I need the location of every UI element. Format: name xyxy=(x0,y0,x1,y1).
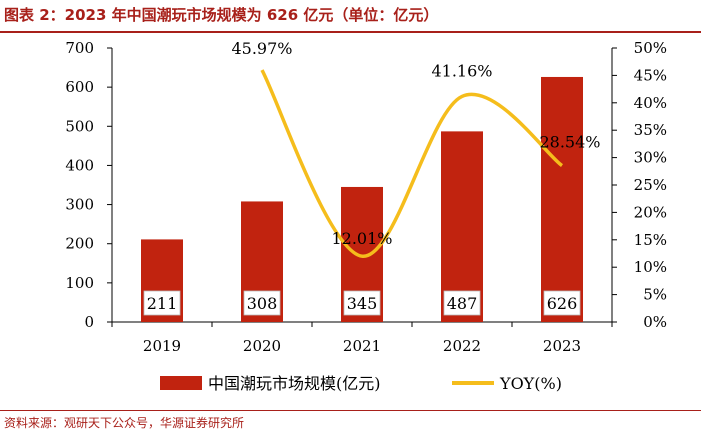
source-note: 资料来源：观研天下公众号，华源证券研究所 xyxy=(4,416,245,430)
figure-title: 图表 2：2023 年中国潮玩市场规模为 626 亿元（单位：亿元） xyxy=(4,6,439,24)
right-axis-tick-label: 40% xyxy=(634,94,667,112)
bar-value-label-box xyxy=(443,290,481,316)
bar xyxy=(541,76,583,322)
bar-value-label: 345 xyxy=(347,294,378,313)
right-axis-tick-label: 20% xyxy=(634,203,667,221)
right-axis-tick-label: 25% xyxy=(634,176,667,194)
x-axis-tick-label: 2020 xyxy=(243,337,281,355)
yoy-value-label: 45.97% xyxy=(231,39,292,58)
left-axis-tick-label: 100 xyxy=(65,274,94,292)
left-axis-tick-label: 300 xyxy=(65,196,94,214)
source-divider xyxy=(0,410,701,411)
x-axis-tick-label: 2023 xyxy=(543,337,581,355)
right-axis-tick-label: 5% xyxy=(643,286,667,304)
bar-value-label-box xyxy=(143,290,181,316)
x-axis-tick-label: 2021 xyxy=(343,337,381,355)
right-axis-tick-label: 15% xyxy=(634,231,667,249)
right-axis-tick-label: 0% xyxy=(643,313,667,331)
bar-value-label: 626 xyxy=(547,294,578,313)
right-axis-tick-label: 45% xyxy=(634,66,667,84)
left-axis-tick-label: 400 xyxy=(65,156,94,174)
right-axis-tick-label: 10% xyxy=(634,258,667,276)
x-axis-tick-label: 2022 xyxy=(443,337,481,355)
right-axis-tick-label: 50% xyxy=(634,39,667,57)
legend-bar-label: 中国潮玩市场规模(亿元) xyxy=(208,374,381,393)
yoy-line xyxy=(260,69,564,258)
bar xyxy=(441,131,483,322)
legend-bar-swatch xyxy=(160,376,202,390)
yoy-value-label: 41.16% xyxy=(431,61,492,80)
title-divider xyxy=(0,31,701,33)
left-axis-tick-label: 200 xyxy=(65,235,94,253)
legend-line-label: YOY(%) xyxy=(499,374,562,393)
bar-value-label: 308 xyxy=(247,294,278,313)
bar-value-label-box xyxy=(543,290,581,316)
bar-value-label-box xyxy=(343,290,381,316)
bar-value-label-box xyxy=(243,290,281,316)
left-axis-tick-label: 600 xyxy=(65,78,94,96)
left-axis-tick-label: 0 xyxy=(84,313,94,331)
bar-value-label: 211 xyxy=(147,294,178,313)
x-axis-tick-label: 2019 xyxy=(143,337,181,355)
bar-value-label: 487 xyxy=(447,294,478,313)
yoy-value-label: 28.54% xyxy=(539,133,600,152)
yoy-value-label: 12.01% xyxy=(331,229,392,248)
left-axis-tick-label: 500 xyxy=(65,117,94,135)
right-axis-tick-label: 35% xyxy=(634,121,667,139)
right-axis-tick-label: 30% xyxy=(634,149,667,167)
left-axis-tick-label: 700 xyxy=(65,39,94,57)
